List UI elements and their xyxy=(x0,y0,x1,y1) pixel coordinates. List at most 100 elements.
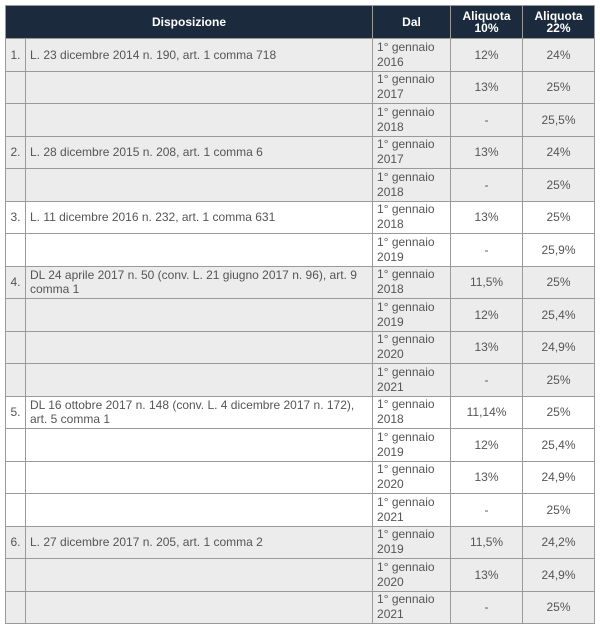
row-disposizione xyxy=(24,558,374,592)
table-row: 4. DL 24 aprile 2017 n. 50 (conv. L. 21 g… xyxy=(5,265,596,299)
row-aliquota-22: 24% xyxy=(522,38,596,72)
row-aliquota-10: 11,5% xyxy=(450,265,524,299)
row-disposizione xyxy=(24,298,374,332)
row-number xyxy=(5,233,26,267)
row-number xyxy=(5,493,26,527)
row-number xyxy=(5,70,26,104)
row-aliquota-10: - xyxy=(450,363,524,397)
row-aliquota-22: 25% xyxy=(522,590,596,624)
row-aliquota-22: 25,4% xyxy=(522,428,596,462)
row-number: 5. xyxy=(5,395,26,429)
row-disposizione xyxy=(24,233,374,267)
row-number xyxy=(5,558,26,592)
table-row: 1° gennaio 2021-25% xyxy=(5,590,596,624)
table-row: 1° gennaio 2017 13% 25% xyxy=(5,70,596,104)
row-disposizione xyxy=(24,460,374,494)
row-number xyxy=(5,460,26,494)
row-aliquota-10: 12% xyxy=(450,38,524,72)
row-disposizione xyxy=(24,590,374,624)
row-number: 4. xyxy=(5,265,26,299)
row-dal: 1° gennaio 2019 xyxy=(372,233,452,267)
vat-rates-table: Disposizione Dal Aliquota 10% Aliquota 2… xyxy=(4,5,596,624)
row-aliquota-10: 13% xyxy=(450,200,524,234)
row-aliquota-10: 12% xyxy=(450,428,524,462)
row-disposizione xyxy=(24,363,374,397)
row-dal: 1° gennaio 2016 xyxy=(372,38,452,72)
table-header-row: Disposizione Dal Aliquota 10% Aliquota 2… xyxy=(4,5,596,39)
row-disposizione xyxy=(24,493,374,527)
row-dal: 1° gennaio 2019 xyxy=(372,298,452,332)
row-aliquota-22: 24% xyxy=(522,135,596,169)
row-aliquota-10: - xyxy=(450,103,524,137)
header-disposizione: Disposizione xyxy=(4,5,374,39)
row-aliquota-10: 13% xyxy=(450,330,524,364)
row-number xyxy=(5,363,26,397)
row-disposizione: L. 23 dicembre 2014 n. 190, art. 1 comma… xyxy=(24,38,374,72)
row-disposizione: L. 11 dicembre 2016 n. 232, art. 1 comma… xyxy=(24,200,374,234)
row-dal: 1° gennaio 2017 xyxy=(372,135,452,169)
row-number xyxy=(5,330,26,364)
row-dal: 1° gennaio 2019 xyxy=(372,525,452,559)
row-number xyxy=(5,168,26,202)
row-aliquota-22: 25% xyxy=(522,493,596,527)
row-disposizione xyxy=(24,428,374,462)
row-disposizione: DL 16 ottobre 2017 n. 148 (conv. L. 4 di… xyxy=(24,395,374,429)
row-number: 2. xyxy=(5,135,26,169)
row-aliquota-22: 24,2% xyxy=(522,525,596,559)
row-dal: 1° gennaio 2021 xyxy=(372,493,452,527)
table-body: 1. L. 23 dicembre 2014 n. 190, art. 1 com… xyxy=(5,38,596,624)
row-aliquota-22: 25,4% xyxy=(522,298,596,332)
row-dal: 1° gennaio 2020 xyxy=(372,558,452,592)
table-row: 6. L. 27 dicembre 2017 n. 205, art. 1 com… xyxy=(5,525,596,559)
table-row: 5. DL 16 ottobre 2017 n. 148 (conv. L. 4 … xyxy=(5,395,596,429)
row-disposizione: L. 27 dicembre 2017 n. 205, art. 1 comma… xyxy=(24,525,374,559)
row-dal: 1° gennaio 2018 xyxy=(372,103,452,137)
table-row: 1° gennaio 2021-25% xyxy=(5,493,596,527)
row-dal: 1° gennaio 2018 xyxy=(372,395,452,429)
row-dal: 1° gennaio 2018 xyxy=(372,168,452,202)
row-aliquota-22: 25,9% xyxy=(522,233,596,267)
table-row: 1° gennaio 2018-25% xyxy=(5,168,596,202)
row-dal: 1° gennaio 2020 xyxy=(372,330,452,364)
row-aliquota-10: - xyxy=(450,493,524,527)
row-aliquota-10: 13% xyxy=(450,460,524,494)
row-disposizione: L. 28 dicembre 2015 n. 208, art. 1 comma… xyxy=(24,135,374,169)
row-number xyxy=(5,590,26,624)
table-row: 3. L. 11 dicembre 2016 n. 232, art. 1 com… xyxy=(5,200,596,234)
row-dal: 1° gennaio 2019 xyxy=(372,428,452,462)
row-dal: 1° gennaio 2018 xyxy=(372,265,452,299)
row-aliquota-10: - xyxy=(450,233,524,267)
row-aliquota-22: 25% xyxy=(522,200,596,234)
row-number: 1. xyxy=(5,38,26,72)
row-aliquota-22: 25,5% xyxy=(522,103,596,137)
row-disposizione xyxy=(24,330,374,364)
table-row: 1° gennaio 2020 13% 24,9% xyxy=(5,460,596,494)
table-row: 1° gennaio 2019-25,9% xyxy=(5,233,596,267)
row-aliquota-22: 24,9% xyxy=(522,558,596,592)
row-aliquota-10: 13% xyxy=(450,70,524,104)
table-row: 1° gennaio 2020 13% 24,9% xyxy=(5,558,596,592)
header-dal: Dal xyxy=(372,5,452,39)
row-disposizione: DL 24 aprile 2017 n. 50 (conv. L. 21 giu… xyxy=(24,265,374,299)
row-aliquota-22: 25% xyxy=(522,265,596,299)
table-row: 1° gennaio 2021-25% xyxy=(5,363,596,397)
row-number: 3. xyxy=(5,200,26,234)
row-number xyxy=(5,103,26,137)
row-disposizione xyxy=(24,168,374,202)
row-number: 6. xyxy=(5,525,26,559)
header-aliquota-22: Aliquota 22% xyxy=(522,5,596,39)
row-disposizione xyxy=(24,70,374,104)
row-aliquota-22: 25% xyxy=(522,168,596,202)
row-number xyxy=(5,298,26,332)
table-row: 2. L. 28 dicembre 2015 n. 208, art. 1 com… xyxy=(5,135,596,169)
table-row: 1. L. 23 dicembre 2014 n. 190, art. 1 com… xyxy=(5,38,596,72)
row-aliquota-10: - xyxy=(450,168,524,202)
row-aliquota-22: 24,9% xyxy=(522,460,596,494)
row-aliquota-22: 25% xyxy=(522,70,596,104)
table-row: 1° gennaio 2020 13% 24,9% xyxy=(5,330,596,364)
row-aliquota-10: 13% xyxy=(450,135,524,169)
header-aliquota-10: Aliquota 10% xyxy=(450,5,524,39)
row-aliquota-10: 13% xyxy=(450,558,524,592)
row-aliquota-22: 25% xyxy=(522,395,596,429)
row-dal: 1° gennaio 2020 xyxy=(372,460,452,494)
